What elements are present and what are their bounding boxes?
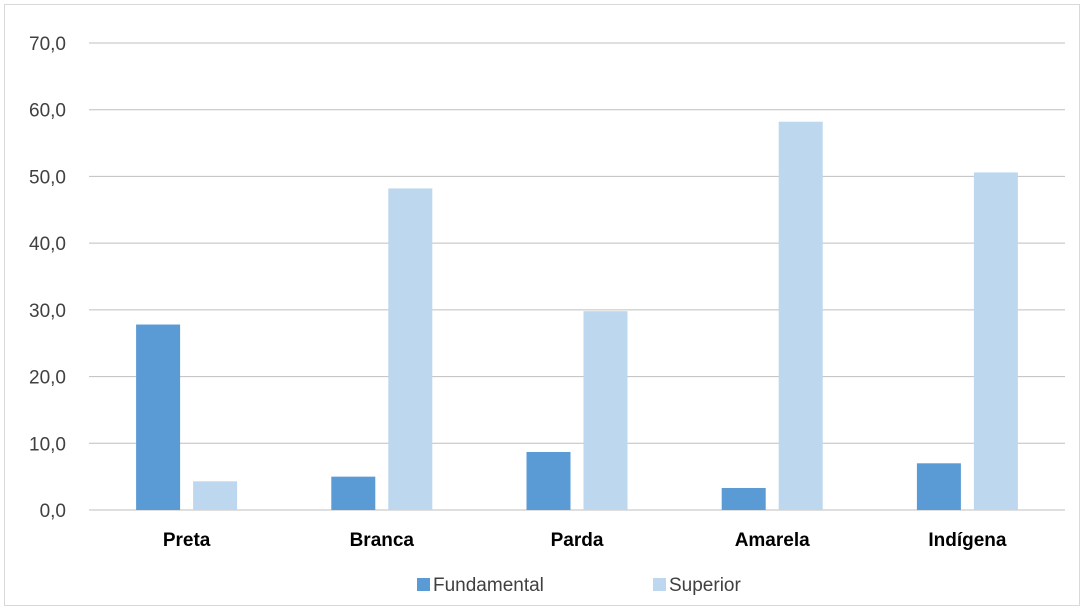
x-category-label: Branca	[350, 530, 415, 551]
bar-fundamental-preta	[136, 324, 181, 510]
y-tick-label: 20,0	[29, 368, 66, 389]
x-category-label: Preta	[163, 530, 211, 551]
x-category-label: Indígena	[928, 530, 1007, 551]
x-category-label: Amarela	[735, 530, 810, 551]
bar-superior-indígena	[973, 172, 1018, 510]
bar-superior-branca	[388, 188, 433, 511]
bar-chart: 0,0 10,0 20,0 30,0 40,0 50,0 60,0 70,0 Preta Bra…	[29, 34, 1065, 596]
y-tick-label: 70,0	[29, 34, 66, 55]
legend: Fundamental Superior	[417, 575, 741, 596]
y-tick-label: 50,0	[29, 167, 66, 188]
y-tick-label: 10,0	[29, 434, 66, 455]
x-category-label: Parda	[551, 530, 604, 551]
y-axis-ticks: 0,0 10,0 20,0 30,0 40,0 50,0 60,0 70,0	[29, 34, 66, 522]
y-tick-label: 0,0	[40, 501, 66, 522]
chart-frame: 0,0 10,0 20,0 30,0 40,0 50,0 60,0 70,0 Preta Bra…	[4, 4, 1080, 606]
bars	[136, 121, 1018, 511]
bar-fundamental-amarela	[721, 487, 766, 510]
x-axis-categories: Preta Branca Parda Amarela Indígena	[163, 530, 1007, 551]
bar-superior-parda	[583, 311, 628, 510]
gridlines	[89, 42, 1065, 511]
legend-swatch-superior	[653, 578, 666, 591]
bar-fundamental-indígena	[916, 463, 961, 510]
legend-label-fundamental: Fundamental	[433, 575, 544, 596]
y-tick-label: 60,0	[29, 101, 66, 122]
bar-fundamental-branca	[331, 476, 376, 510]
legend-swatch-fundamental	[417, 578, 430, 591]
y-tick-label: 30,0	[29, 301, 66, 322]
bar-superior-amarela	[778, 121, 823, 511]
bar-superior-preta	[193, 481, 238, 510]
legend-label-superior: Superior	[669, 575, 741, 596]
y-tick-label: 40,0	[29, 234, 66, 255]
bar-fundamental-parda	[526, 451, 571, 510]
